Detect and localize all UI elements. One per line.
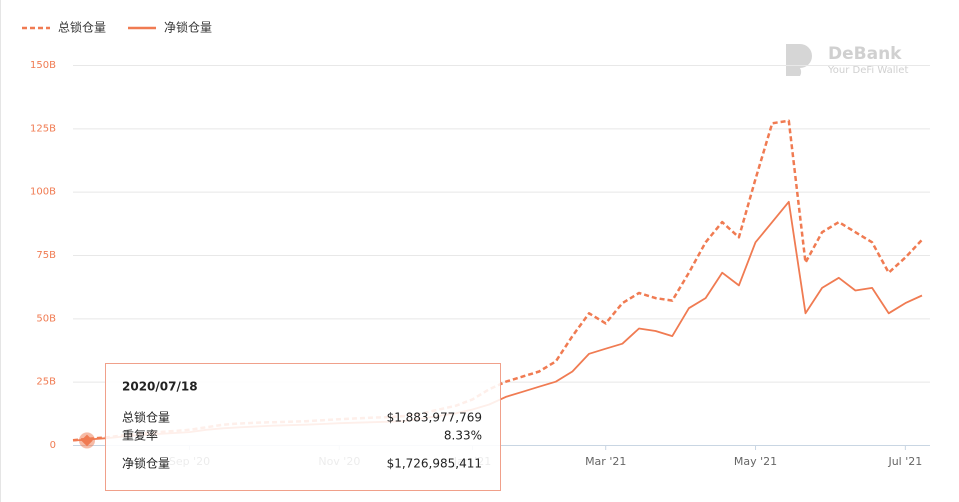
tooltip-value: 8.33%	[444, 429, 482, 443]
x-tick-label: Mar '21	[585, 455, 626, 468]
tooltip-label: 重复率	[122, 428, 158, 443]
y-tick-label: 125B	[30, 123, 56, 134]
legend-label: 总锁仓量	[58, 20, 106, 35]
y-tick-label: 25B	[36, 377, 56, 388]
y-tick-label: 0	[50, 440, 56, 451]
tooltip-label: 净锁仓量	[122, 456, 170, 471]
x-tick-label: May '21	[734, 455, 777, 468]
tooltip: 2020/07/18 总锁仓量 $1,883,977,769 重复率 8.33%…	[105, 363, 501, 491]
y-tick-label: 100B	[30, 187, 56, 198]
watermark-title: DeBank	[828, 44, 902, 64]
watermark-subtitle: Your DeFi Wallet	[827, 65, 908, 76]
tooltip-label: 总锁仓量	[122, 410, 170, 425]
tooltip-value: $1,726,985,411	[387, 457, 482, 471]
x-tick-label: Jul '21	[887, 455, 922, 468]
watermark: DeBank Your DeFi Wallet	[786, 44, 908, 76]
tooltip-value: $1,883,977,769	[387, 411, 482, 425]
y-tick-label: 150B	[30, 60, 56, 71]
tooltip-box	[105, 363, 501, 491]
legend: 总锁仓量 净锁仓量	[22, 20, 212, 35]
tooltip-date: 2020/07/18	[122, 380, 198, 394]
watermark-logo	[786, 44, 812, 76]
legend-label: 净锁仓量	[164, 20, 212, 35]
y-tick-label: 75B	[36, 250, 56, 261]
y-tick-label: 50B	[36, 313, 56, 324]
